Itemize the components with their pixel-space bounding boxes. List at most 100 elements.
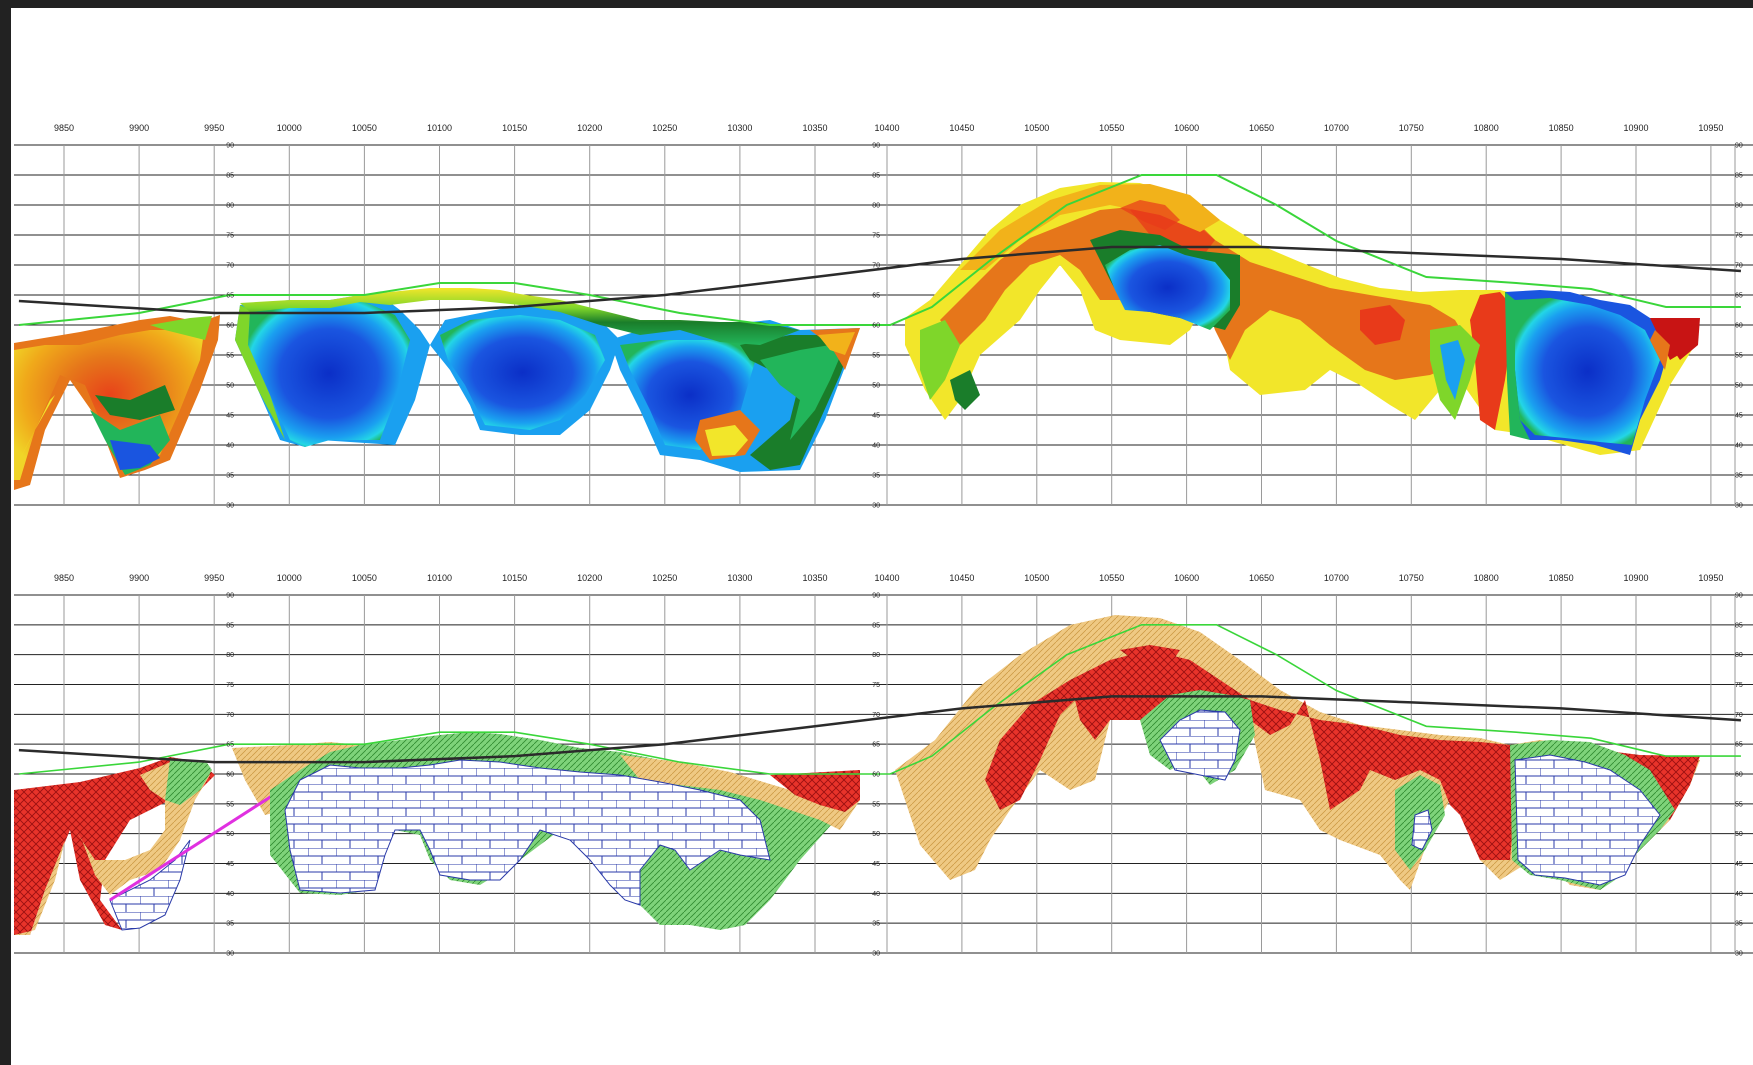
y-tick-label: 60: [872, 772, 880, 779]
y-tick-label: 45: [1735, 413, 1743, 420]
y-tick-label: 55: [872, 353, 880, 360]
y-tick-label: 35: [872, 921, 880, 928]
resistivity-x-axis-left: 9850 9900 9950 10000 10050 10100 10150 10200 102…: [54, 123, 828, 133]
y-tick-label: 35: [1735, 921, 1743, 928]
x-tick-label: 10050: [352, 123, 377, 133]
unit-limestone: [1514, 754, 1661, 886]
y-tick-label: 55: [226, 353, 234, 360]
x-tick-label: 10650: [1249, 123, 1274, 133]
y-tick-label: 40: [226, 443, 234, 450]
y-tick-label: 80: [872, 652, 880, 659]
x-tick-label: 10250: [652, 123, 677, 133]
x-tick-label: 10650: [1249, 573, 1274, 583]
y-tick-label: 35: [226, 921, 234, 928]
x-tick-label: 10400: [874, 573, 899, 583]
water-table-line: [18, 245, 1741, 315]
y-tick-label: 60: [1735, 772, 1743, 779]
y-tick-label: 75: [226, 682, 234, 689]
y-tick-label: 65: [872, 293, 880, 300]
interpretation-x-axis-right: 10400 10450 10500 10550 10600 10650 10700 10750…: [874, 573, 1723, 583]
y-tick-label: 40: [1735, 891, 1743, 898]
y-tick-label: 75: [226, 233, 234, 240]
y-tick-label: 30: [1735, 951, 1743, 958]
x-tick-label: 10000: [277, 123, 302, 133]
y-tick-label: 65: [226, 742, 234, 749]
x-tick-label: 10800: [1474, 573, 1499, 583]
x-tick-label: 10700: [1324, 573, 1349, 583]
y-tick-label: 35: [872, 473, 880, 480]
x-tick-label: 10550: [1099, 573, 1124, 583]
y-tick-label: 50: [226, 831, 234, 838]
x-tick-label: 9950: [204, 123, 224, 133]
x-tick-label: 10950: [1698, 123, 1723, 133]
resistivity-y-axis: 90 85 80 75 70 65 60 55 50 45 40 35 30 90 85 80 75 70 65 60…: [226, 143, 1743, 510]
y-tick-label: 80: [1735, 203, 1743, 210]
x-tick-label: 10150: [502, 123, 527, 133]
y-tick-label: 70: [226, 263, 234, 270]
unit-red-hatch: [985, 650, 1515, 860]
water-table-line: [18, 695, 1741, 764]
y-tick-label: 70: [872, 263, 880, 270]
y-tick-label: 80: [872, 203, 880, 210]
x-tick-label: 10200: [577, 123, 602, 133]
resistivity-right-body: [905, 182, 1700, 455]
y-tick-label: 70: [1735, 263, 1743, 270]
y-tick-label: 65: [1735, 293, 1743, 300]
x-tick-label: 10800: [1474, 123, 1499, 133]
y-tick-label: 85: [872, 173, 880, 180]
y-tick-label: 40: [872, 443, 880, 450]
y-tick-label: 90: [1735, 143, 1743, 150]
y-tick-label: 45: [872, 413, 880, 420]
x-tick-label: 10200: [577, 573, 602, 583]
unit-limestone: [1159, 709, 1241, 781]
interpretation-right-body: [895, 615, 1700, 890]
unit-limestone: [1411, 809, 1433, 851]
y-tick-label: 65: [872, 742, 880, 749]
y-tick-label: 50: [226, 383, 234, 390]
x-tick-label: 10550: [1099, 123, 1124, 133]
y-tick-label: 45: [226, 861, 234, 868]
y-tick-label: 55: [1735, 801, 1743, 808]
x-tick-label: 10850: [1549, 123, 1574, 133]
x-tick-label: 10750: [1399, 573, 1424, 583]
x-tick-label: 10150: [502, 573, 527, 583]
interpretation-x-axis-left: 9850 9900 9950 10000 10050 10100 10150 10200 102…: [54, 573, 828, 583]
y-tick-label: 40: [226, 891, 234, 898]
y-tick-label: 55: [872, 801, 880, 808]
y-tick-label: 50: [1735, 831, 1743, 838]
x-tick-label: 10600: [1174, 123, 1199, 133]
y-tick-label: 80: [226, 203, 234, 210]
y-tick-label: 75: [872, 233, 880, 240]
x-tick-label: 10300: [727, 573, 752, 583]
x-tick-label: 9850: [54, 123, 74, 133]
y-tick-label: 30: [872, 951, 880, 958]
unit-red-hatch: [14, 757, 215, 935]
y-tick-label: 60: [1735, 323, 1743, 330]
x-tick-label: 10700: [1324, 123, 1349, 133]
x-tick-label: 10050: [352, 573, 377, 583]
unit-green-hatch: [165, 760, 212, 805]
y-tick-label: 65: [226, 293, 234, 300]
y-tick-label: 30: [226, 503, 234, 510]
y-tick-label: 45: [226, 413, 234, 420]
y-tick-label: 35: [1735, 473, 1743, 480]
x-tick-label: 10500: [1024, 123, 1049, 133]
x-tick-label: 10300: [727, 123, 752, 133]
y-tick-label: 90: [872, 143, 880, 150]
y-tick-label: 50: [1735, 383, 1743, 390]
x-tick-label: 10100: [427, 573, 452, 583]
x-tick-label: 9850: [54, 573, 74, 583]
y-tick-label: 85: [1735, 622, 1743, 629]
unit-tan-hatch: [620, 755, 860, 830]
y-tick-label: 45: [1735, 861, 1743, 868]
ground-surface-line: [18, 174, 1741, 326]
y-tick-label: 30: [226, 951, 234, 958]
y-tick-label: 60: [226, 323, 234, 330]
resistivity-section: 9850 9900 9950 10000 10050 10100 10150 10200 102…: [14, 123, 1753, 510]
y-tick-label: 60: [872, 323, 880, 330]
x-tick-label: 10350: [802, 573, 827, 583]
x-tick-label: 10350: [802, 123, 827, 133]
y-tick-label: 75: [1735, 682, 1743, 689]
x-tick-label: 10950: [1698, 573, 1723, 583]
